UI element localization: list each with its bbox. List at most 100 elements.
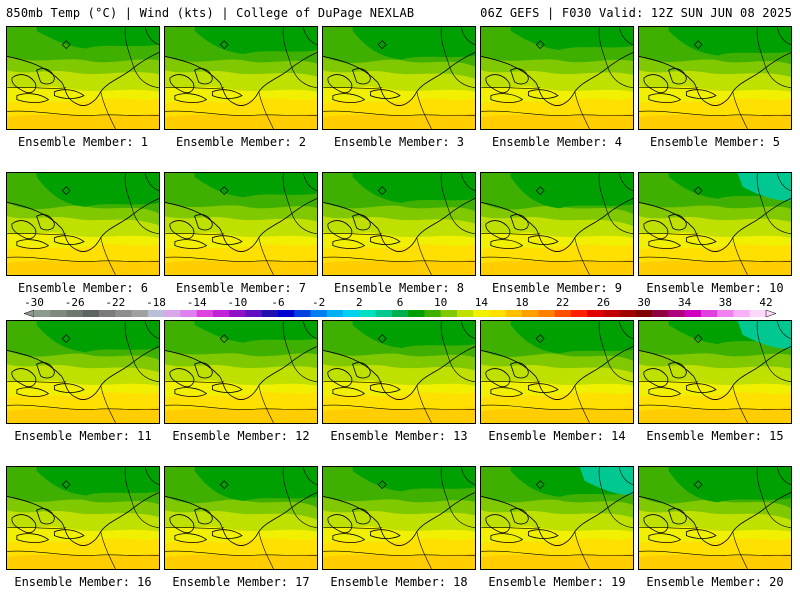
ensemble-map-panel (638, 26, 792, 130)
colorbar-tick-label: 42 (759, 296, 772, 309)
colorbar-tick-label: 2 (356, 296, 363, 309)
colorbar-swatch (115, 310, 132, 317)
temperature-field-map (7, 27, 159, 129)
colorbar-swatch (700, 310, 718, 317)
ensemble-member-label: Ensemble Member: 16 (14, 575, 152, 589)
ensemble-map-panel (638, 320, 792, 424)
temperature-field-map (323, 173, 475, 275)
colorbar-swatch (34, 310, 51, 317)
temperature-field-map (165, 467, 317, 569)
temperature-colorbar: -30 -26 -22 -18 -14 -10 -6 -2 2 6 10 14 18 22 26 30 34 38… (0, 296, 800, 320)
colorbar-swatch (359, 310, 376, 317)
colorbar-swatch (587, 310, 604, 317)
colorbar-swatch (473, 310, 490, 317)
ensemble-member-label: Ensemble Member: 8 (333, 281, 465, 295)
colorbar-swatch (245, 310, 263, 317)
colorbar-swatch (229, 310, 246, 317)
ensemble-member-label: Ensemble Member: 12 (172, 429, 310, 443)
ensemble-map-panel (322, 320, 476, 424)
colorbar-swatch (749, 310, 767, 317)
temperature-field-map (165, 27, 317, 129)
colorbar-swatch (261, 310, 279, 317)
colorbar-swatch (717, 310, 734, 317)
colorbar-swatch (619, 310, 637, 317)
temperature-field-map (7, 173, 159, 275)
ensemble-map-panel (322, 466, 476, 570)
ensemble-member-label: Ensemble Member: 18 (330, 575, 468, 589)
ensemble-member-label: Ensemble Member: 14 (488, 429, 626, 443)
colorbar-swatch (196, 310, 214, 317)
colorbar-swatch (538, 310, 555, 317)
colorbar-swatch (66, 310, 84, 317)
header-run-info: 06Z GEFS | F030 Valid: 12Z SUN JUN 08 20… (480, 6, 792, 20)
temperature-field-map (481, 467, 633, 569)
ensemble-member-label: Ensemble Member: 5 (649, 135, 781, 149)
colorbar-tick-label: 18 (515, 296, 528, 309)
colorbar-swatch (131, 310, 149, 317)
ensemble-member-label: Ensemble Member: 4 (491, 135, 623, 149)
colorbar-swatch (294, 310, 311, 317)
ensemble-map-panel (6, 320, 160, 424)
colorbar-swatch (440, 310, 458, 317)
colorbar-swatch (456, 310, 474, 317)
ensemble-member-label: Ensemble Member: 3 (333, 135, 465, 149)
temperature-field-map (481, 321, 633, 423)
ensemble-member-label: Ensemble Member: 20 (646, 575, 784, 589)
colorbar-swatch (652, 310, 669, 317)
ensemble-member-label: Ensemble Member: 19 (488, 575, 626, 589)
colorbar-tick-label: -10 (227, 296, 247, 309)
colorbar-swatch (278, 310, 295, 317)
colorbar-svg: -30 -26 -22 -18 -14 -10 -6 -2 2 6 10 14 18 22 26 30 34 38… (23, 296, 777, 318)
temperature-field-map (323, 321, 475, 423)
colorbar-swatch (375, 310, 393, 317)
colorbar-swatch (522, 310, 539, 317)
temperature-field-map (165, 173, 317, 275)
ensemble-map-panel (164, 320, 318, 424)
colorbar-swatch (570, 310, 588, 317)
temperature-field-map (639, 173, 791, 275)
colorbar-swatch (180, 310, 197, 317)
colorbar-swatch (391, 310, 409, 317)
temperature-field-map (165, 321, 317, 423)
ensemble-member-label: Ensemble Member: 7 (175, 281, 307, 295)
temperature-field-map (481, 173, 633, 275)
colorbar-swatch (489, 310, 507, 317)
ensemble-map-panel (638, 172, 792, 276)
ensemble-member-label: Ensemble Member: 6 (17, 281, 149, 295)
ensemble-map-panel (6, 172, 160, 276)
temperature-field-map (323, 467, 475, 569)
colorbar-low-arrow (23, 309, 35, 318)
ensemble-map-panel (6, 26, 160, 130)
ensemble-member-label: Ensemble Member: 2 (175, 135, 307, 149)
ensemble-map-panel (6, 466, 160, 570)
colorbar-tick-label: -30 (24, 296, 44, 309)
temperature-field-map (639, 467, 791, 569)
colorbar-swatch (408, 310, 425, 317)
colorbar-tick-label: -18 (146, 296, 166, 309)
ensemble-map-panel (638, 466, 792, 570)
temperature-field-map (7, 467, 159, 569)
colorbar-tick-label: -22 (105, 296, 125, 309)
colorbar-tick-label: 14 (475, 296, 489, 309)
ensemble-map-panel (480, 172, 634, 276)
colorbar-swatch (99, 310, 116, 317)
colorbar-tick-label: 30 (637, 296, 650, 309)
colorbar-tick-label: 6 (397, 296, 404, 309)
colorbar-high-arrow (765, 309, 777, 318)
temperature-field-map (7, 321, 159, 423)
temperature-field-map (639, 321, 791, 423)
ensemble-map-panel (480, 466, 634, 570)
temperature-field-map (481, 27, 633, 129)
colorbar-tick-label: 10 (434, 296, 447, 309)
colorbar-swatch (603, 310, 620, 317)
ensemble-member-label: Ensemble Member: 15 (646, 429, 784, 443)
colorbar-tick-label: -6 (271, 296, 284, 309)
header-title: 850mb Temp (°C) | Wind (kts) | College o… (6, 6, 415, 20)
colorbar-swatch (554, 310, 572, 317)
colorbar-tick-label: -26 (65, 296, 85, 309)
colorbar-swatch (424, 310, 441, 317)
ensemble-map-panel (164, 172, 318, 276)
ensemble-map-panel (322, 26, 476, 130)
ensemble-map-panel (480, 26, 634, 130)
ensemble-member-label: Ensemble Member: 1 (17, 135, 149, 149)
